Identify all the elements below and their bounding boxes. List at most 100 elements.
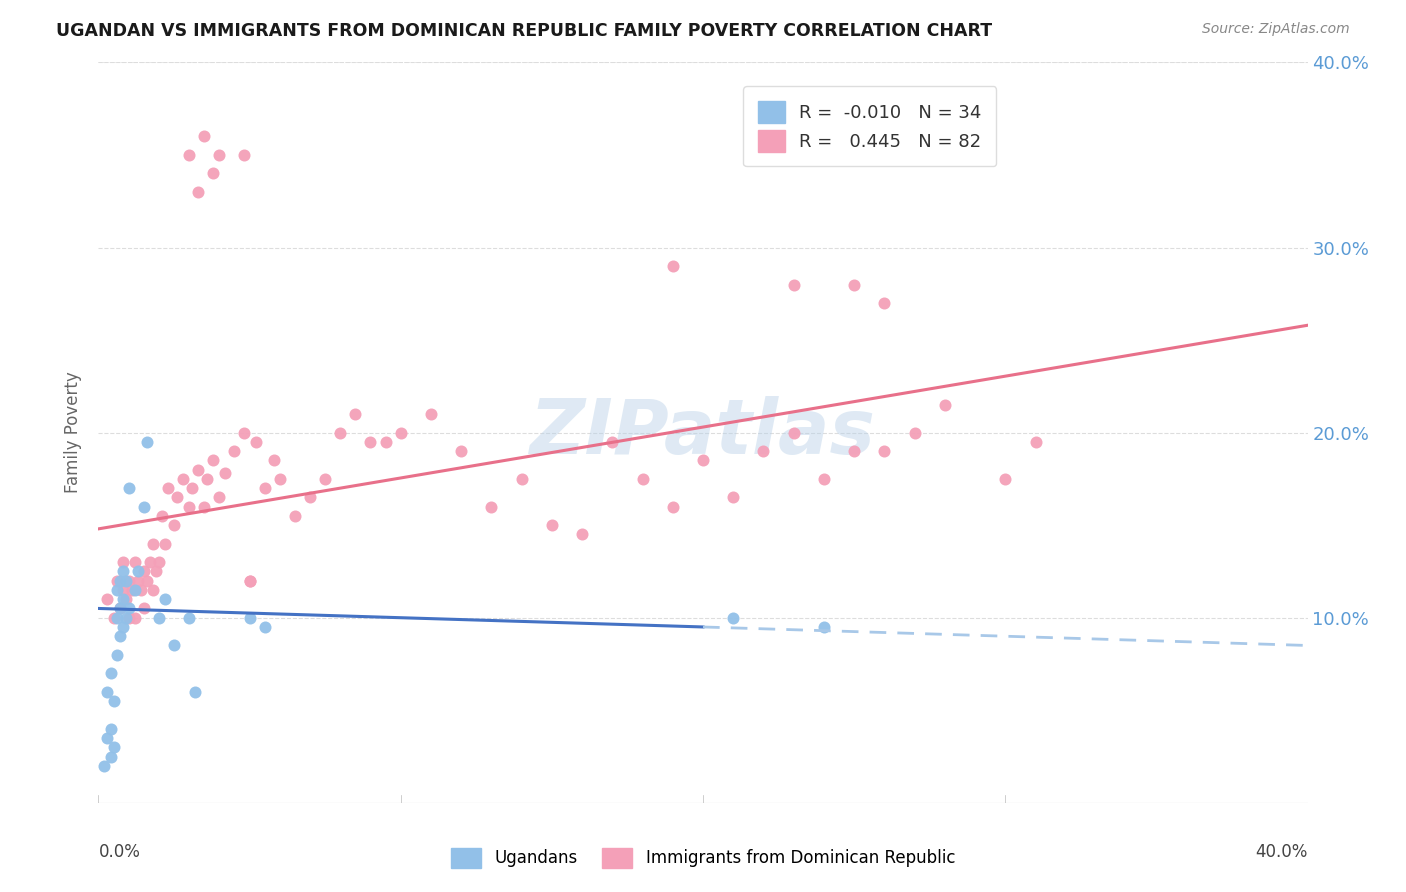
Point: [145, 565, 167, 579]
Point: [723, 610, 745, 624]
Point: [873, 296, 896, 310]
Point: [344, 407, 367, 421]
Point: [299, 491, 322, 505]
Text: 0.0%: 0.0%: [98, 843, 141, 861]
Point: [661, 500, 683, 514]
Point: [111, 582, 134, 597]
Point: [239, 574, 262, 588]
Point: [187, 462, 209, 476]
Point: [132, 565, 155, 579]
Point: [179, 610, 201, 624]
Point: [904, 425, 927, 440]
Point: [873, 444, 896, 458]
Point: [631, 472, 654, 486]
Point: [202, 166, 225, 180]
Point: [540, 518, 562, 533]
Point: [284, 508, 307, 523]
Text: ZIPatlas: ZIPatlas: [530, 396, 876, 469]
Text: 40.0%: 40.0%: [1256, 843, 1308, 861]
Point: [111, 592, 134, 607]
Point: [314, 472, 336, 486]
Point: [166, 491, 188, 505]
Point: [100, 722, 122, 736]
Point: [105, 574, 128, 588]
Point: [208, 148, 231, 162]
Point: [148, 610, 170, 624]
Legend: R =  -0.010   N = 34, R =   0.445   N = 82: R = -0.010 N = 34, R = 0.445 N = 82: [744, 87, 997, 167]
Point: [232, 148, 254, 162]
Point: [111, 620, 134, 634]
Point: [105, 582, 128, 597]
Point: [692, 453, 714, 467]
Point: [127, 574, 149, 588]
Point: [224, 444, 246, 458]
Point: [232, 425, 254, 440]
Point: [374, 434, 396, 449]
Point: [132, 500, 155, 514]
Point: [129, 582, 152, 597]
Point: [481, 500, 503, 514]
Point: [111, 565, 134, 579]
Point: [111, 555, 134, 569]
Point: [142, 582, 165, 597]
Point: [103, 740, 125, 755]
Point: [994, 472, 1017, 486]
Point: [450, 444, 472, 458]
Point: [208, 491, 231, 505]
Point: [163, 639, 186, 653]
Point: [108, 629, 131, 643]
Point: [844, 444, 866, 458]
Point: [118, 481, 141, 495]
Point: [103, 694, 125, 708]
Point: [214, 467, 236, 481]
Point: [723, 491, 745, 505]
Point: [783, 425, 806, 440]
Point: [329, 425, 352, 440]
Point: [114, 574, 136, 588]
Point: [253, 481, 276, 495]
Legend: Ugandans, Immigrants from Dominican Republic: Ugandans, Immigrants from Dominican Repu…: [444, 841, 962, 875]
Point: [153, 536, 176, 550]
Point: [100, 749, 122, 764]
Point: [202, 453, 225, 467]
Point: [360, 434, 382, 449]
Point: [142, 536, 165, 550]
Point: [96, 592, 118, 607]
Point: [389, 425, 412, 440]
Point: [263, 453, 285, 467]
Point: [156, 481, 179, 495]
Point: [103, 610, 125, 624]
Point: [934, 398, 956, 412]
Point: [132, 601, 155, 615]
Point: [172, 472, 194, 486]
Point: [193, 129, 215, 144]
Point: [93, 758, 115, 772]
Point: [108, 601, 131, 615]
Point: [1024, 434, 1046, 449]
Point: [163, 518, 186, 533]
Point: [135, 574, 157, 588]
Point: [118, 574, 141, 588]
Point: [153, 592, 176, 607]
Point: [124, 555, 146, 569]
Point: [253, 620, 276, 634]
Point: [239, 610, 262, 624]
Point: [813, 472, 835, 486]
Point: [661, 259, 683, 273]
Point: [148, 555, 170, 569]
Point: [179, 148, 201, 162]
Point: [96, 685, 118, 699]
Point: [510, 472, 533, 486]
Point: [245, 434, 267, 449]
Point: [181, 481, 204, 495]
Point: [150, 508, 173, 523]
Text: UGANDAN VS IMMIGRANTS FROM DOMINICAN REPUBLIC FAMILY POVERTY CORRELATION CHART: UGANDAN VS IMMIGRANTS FROM DOMINICAN REP…: [56, 22, 993, 40]
Point: [571, 527, 593, 541]
Point: [96, 731, 118, 745]
Point: [239, 574, 262, 588]
Point: [118, 610, 141, 624]
Point: [124, 610, 146, 624]
Point: [105, 610, 128, 624]
Point: [187, 185, 209, 199]
Point: [100, 666, 122, 681]
